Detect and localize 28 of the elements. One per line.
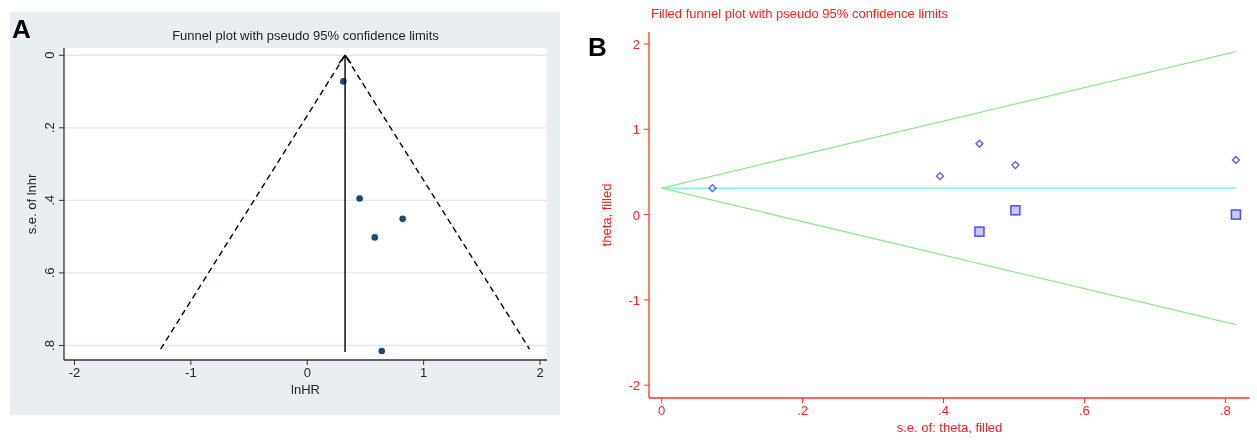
x-tick-label: 2 bbox=[536, 365, 544, 380]
x-tick-label: 0 bbox=[658, 403, 666, 418]
x-axis-title: s.e. of: theta, filled bbox=[896, 420, 1003, 435]
y-tick-label: .6 bbox=[42, 267, 57, 279]
y-tick-label: -1 bbox=[628, 292, 640, 308]
x-tick-label: -2 bbox=[68, 365, 81, 380]
y-tick-label: .4 bbox=[42, 194, 57, 206]
x-tick-label: 0 bbox=[303, 365, 311, 380]
x-tick-label: -1 bbox=[185, 365, 197, 380]
x-axis-title: lnHR bbox=[291, 382, 320, 397]
x-tick-label: .2 bbox=[797, 403, 809, 418]
y-tick-label: 0 bbox=[632, 207, 640, 223]
y-tick-label: 2 bbox=[632, 36, 640, 52]
x-tick-label: 1 bbox=[420, 365, 428, 380]
y-tick-label: .8 bbox=[42, 340, 57, 351]
y-axis-title: s.e. of lnhr bbox=[24, 172, 39, 235]
y-tick-label: 1 bbox=[632, 122, 640, 138]
x-tick-label: .8 bbox=[1219, 403, 1231, 418]
chart-title: Funnel plot with pseudo 95% confidence limits bbox=[172, 28, 440, 43]
y-tick-label: -2 bbox=[628, 378, 640, 394]
text: B bbox=[588, 32, 607, 62]
x-tick-label: .6 bbox=[1079, 403, 1090, 418]
chart-title: Filled funnel plot with pseudo 95% confidence limits bbox=[651, 6, 949, 21]
y-axis-title: theta, filled bbox=[599, 183, 614, 247]
y-tick-label: .2 bbox=[42, 122, 57, 134]
x-tick-label: .4 bbox=[938, 403, 949, 418]
text: A bbox=[12, 14, 31, 44]
y-tick-label: 0 bbox=[42, 51, 57, 59]
